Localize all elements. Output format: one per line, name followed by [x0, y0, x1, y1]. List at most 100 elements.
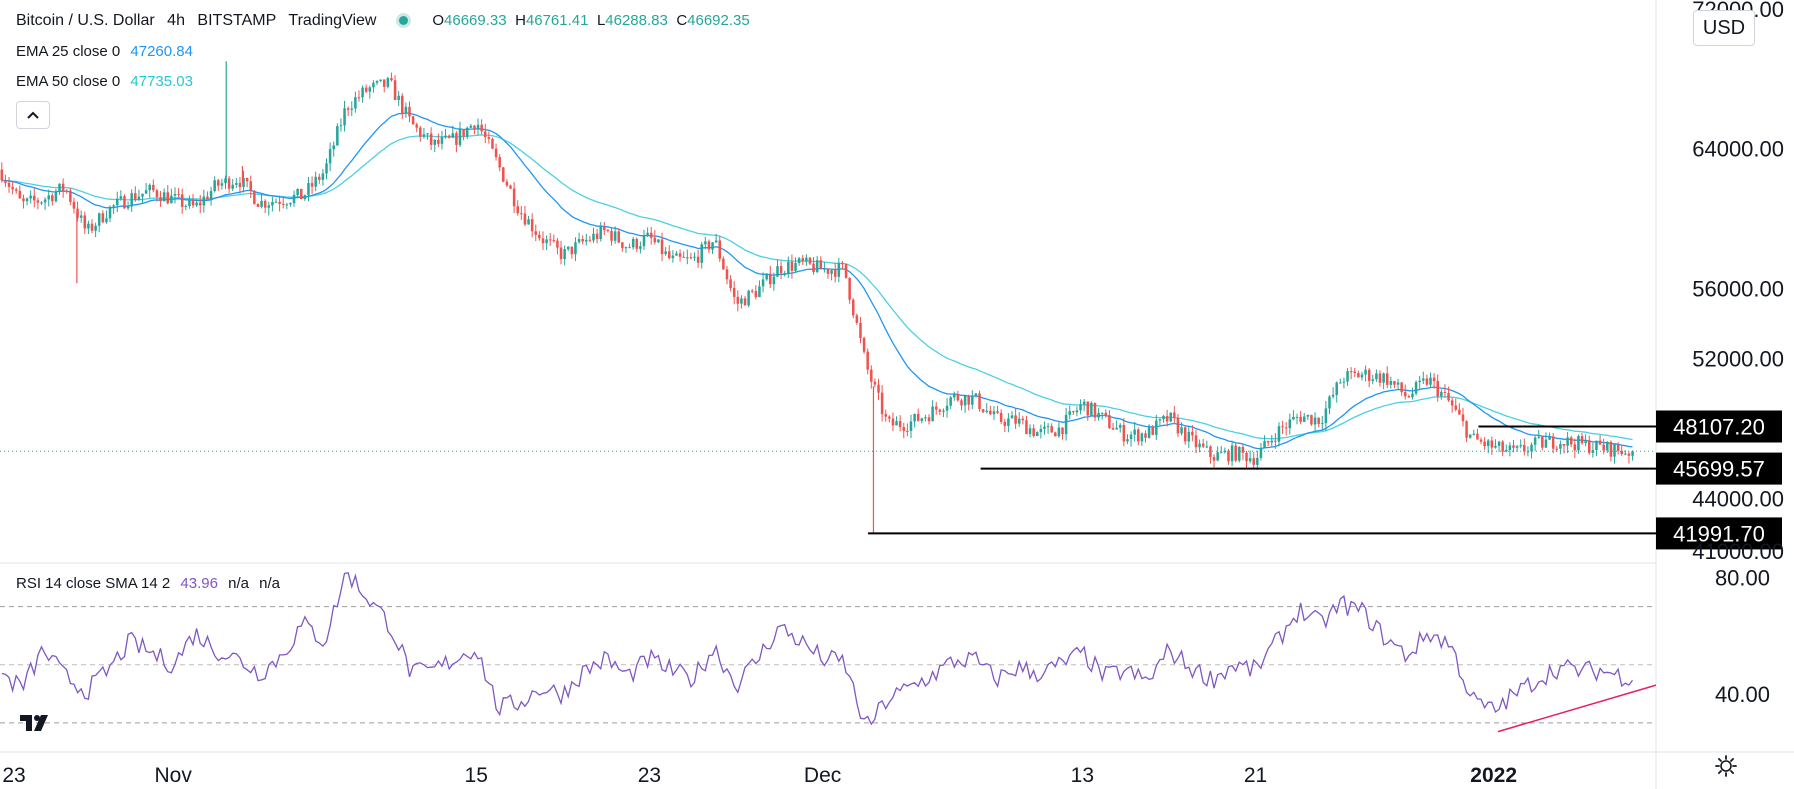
candle-body [1396, 382, 1400, 385]
candle-body [541, 238, 545, 244]
candle-body [126, 206, 130, 209]
candle-body [530, 219, 534, 232]
candle-body [556, 240, 559, 248]
price-tick-label: 52000.00 [1692, 346, 1784, 371]
candle-body [1349, 371, 1353, 373]
candle-body [704, 241, 707, 245]
candle-body [83, 215, 87, 229]
candle-body [1541, 436, 1544, 448]
candle-body [895, 421, 898, 426]
level-label: 45699.57 [1673, 457, 1765, 482]
candle-body [231, 184, 234, 189]
candle-body [1353, 371, 1357, 374]
candle-body [382, 79, 386, 87]
tradingview-logo-icon[interactable] [18, 709, 54, 737]
candle-body [1097, 412, 1100, 418]
candle-body [1147, 426, 1151, 438]
candle-body [328, 149, 332, 164]
time-tick-label: 23 [2, 764, 25, 787]
candle-body [603, 226, 606, 231]
candle-body [1007, 418, 1010, 426]
candle-body [339, 125, 343, 127]
candle-body [931, 406, 934, 422]
candle-body [938, 409, 942, 412]
price-tick-label: 41000.00 [1692, 539, 1784, 564]
candle-body [90, 223, 94, 231]
candle-body [934, 406, 938, 410]
candle-body [429, 133, 433, 145]
candle-body [1598, 440, 1602, 445]
close-value: 46692.35 [687, 12, 750, 29]
candle-body [1158, 419, 1162, 421]
candle-body [577, 239, 581, 243]
candle-body [1317, 417, 1320, 424]
candle-body [1248, 458, 1252, 462]
candle-body [1375, 373, 1378, 380]
candle-body [1201, 443, 1205, 447]
candle-body [1212, 457, 1216, 461]
candle-body [494, 148, 498, 158]
candle-body [769, 273, 772, 285]
candle-body [989, 410, 992, 415]
candle-body [1566, 437, 1569, 446]
time-tick-label: 21 [1244, 764, 1267, 787]
candle-body [1252, 458, 1255, 465]
candle-body [130, 193, 133, 207]
candle-body [455, 133, 458, 145]
currency-button[interactable]: USD [1693, 10, 1755, 46]
candle-body [1061, 427, 1064, 435]
collapse-legend-button[interactable] [16, 101, 50, 129]
candle-body [880, 392, 884, 415]
candle-body [898, 421, 902, 428]
candle-body [963, 395, 967, 406]
candle-body [538, 234, 541, 239]
candle-body [40, 202, 43, 204]
candle-body [833, 270, 837, 277]
candle-body [1230, 445, 1234, 462]
candle-body [945, 405, 949, 411]
gear-icon[interactable] [1714, 754, 1738, 778]
candle-body [22, 198, 25, 202]
candle-body [1465, 421, 1468, 438]
candle-body [1515, 446, 1519, 448]
candle-body [1371, 379, 1375, 381]
candle-body [314, 176, 317, 187]
symbol-name[interactable]: Bitcoin / U.S. Dollar [16, 12, 155, 29]
candle-body [1483, 441, 1486, 447]
candle-body [271, 201, 274, 206]
low-value: 46288.83 [605, 12, 668, 29]
candle-body [198, 202, 202, 206]
candle-body [1389, 380, 1393, 385]
candle-body [1548, 436, 1551, 440]
candle-body [1562, 444, 1566, 446]
candle-body [855, 315, 859, 323]
level-label-box [1656, 517, 1782, 550]
candle-body [354, 97, 357, 109]
candle-body [1378, 373, 1382, 383]
candle-body [660, 239, 664, 255]
high-label: H [515, 12, 526, 29]
support-resistance-levels: 48107.20 45699.57 41991.70 [0, 410, 1782, 550]
candle-body [36, 200, 40, 203]
ema50-legend[interactable]: EMA 50 close 0 47735.03 [16, 73, 193, 90]
candle-body [563, 249, 566, 260]
candle-body [1357, 373, 1360, 378]
interval[interactable]: 4h [167, 12, 185, 29]
candle-body [458, 129, 462, 145]
candle-body [1259, 448, 1263, 458]
candle-body [1187, 431, 1191, 442]
candle-body [902, 427, 906, 431]
candle-body [1530, 444, 1533, 452]
candle-body [152, 184, 155, 191]
candle-body [1559, 444, 1562, 449]
candle-body [808, 257, 812, 264]
ema25-legend[interactable]: EMA 25 close 0 47260.84 [16, 43, 193, 60]
candle-body [29, 195, 32, 199]
candle-body [1075, 410, 1079, 413]
candle-body [823, 268, 826, 270]
rsi-legend[interactable]: RSI 14 close SMA 14 2 43.96 n/a n/a [16, 575, 280, 592]
price-tick-label: 64000.00 [1692, 137, 1784, 162]
candle-body [960, 400, 963, 406]
candle-body [1176, 417, 1180, 434]
